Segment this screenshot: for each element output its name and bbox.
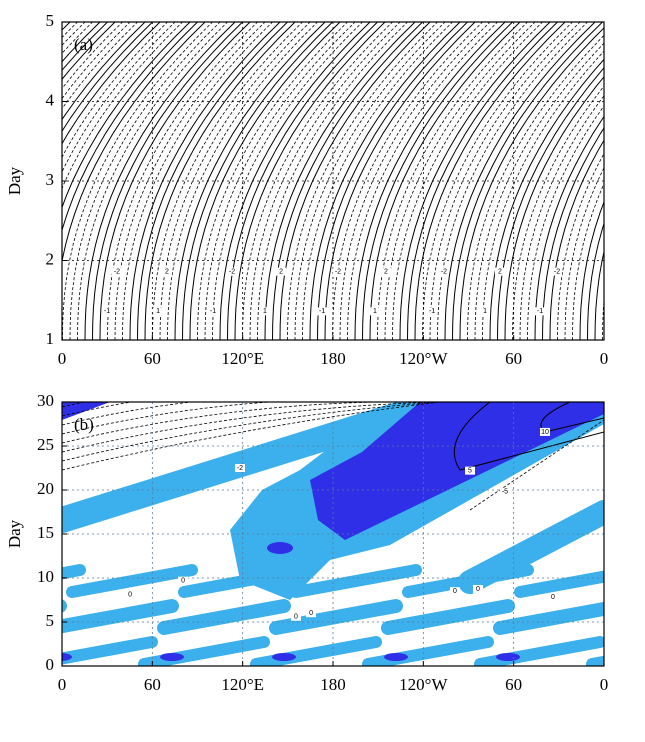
contour-label: 5 <box>468 467 472 474</box>
contour-label: 1 <box>483 308 487 315</box>
contour-label: -2 <box>229 268 235 275</box>
panel-label: (a) <box>74 35 93 54</box>
contour-label: -2 <box>114 268 120 275</box>
y-tick-label: 10 <box>37 567 54 586</box>
contour-label: 2 <box>279 268 283 275</box>
shading <box>0 402 645 664</box>
y-tick-label: 15 <box>37 523 54 542</box>
contour-label: 0 <box>294 614 298 621</box>
x-tick-label: 180 <box>320 349 346 368</box>
shaded-core <box>160 653 184 661</box>
contour-line <box>558 22 645 340</box>
contour-label: -1 <box>104 308 110 315</box>
contour-line <box>588 22 645 340</box>
x-tick-label: 60 <box>505 675 522 694</box>
shaded-band <box>388 606 508 628</box>
x-tick-label: 120°E <box>221 349 264 368</box>
shaded-core <box>272 653 296 661</box>
contour-label: 0 <box>453 588 457 595</box>
panel-label: (b) <box>74 415 94 434</box>
y-tick-label: 0 <box>46 655 55 674</box>
contour-label: 0 <box>309 610 313 617</box>
contour-line <box>610 22 645 340</box>
y-tick-label: 3 <box>46 170 55 189</box>
contour-label: -5 <box>502 489 508 496</box>
shaded-band <box>520 570 640 592</box>
x-tick-label: 60 <box>144 349 161 368</box>
contour-label: -1 <box>429 308 435 315</box>
x-tick-label: 60 <box>505 349 522 368</box>
contour-label: 1 <box>263 308 267 315</box>
x-tick-label: 0 <box>58 675 67 694</box>
y-tick-label: 30 <box>37 391 54 410</box>
shaded-core <box>608 653 632 661</box>
contour-label: -2 <box>554 268 560 275</box>
contour-label: -2 <box>335 268 341 275</box>
shaded-band <box>144 642 264 664</box>
contour-label: -1 <box>319 308 325 315</box>
y-tick-label: 25 <box>37 435 54 454</box>
contour-label: 0 <box>476 586 480 593</box>
contour-label: 0 <box>128 592 132 599</box>
contour-label: -1 <box>537 308 543 315</box>
contour-label: 2 <box>165 268 169 275</box>
shaded-band <box>0 642 40 664</box>
contour-label: -1 <box>210 308 216 315</box>
x-tick-label: 180 <box>320 675 346 694</box>
x-tick-label: 60 <box>144 675 161 694</box>
contour-line <box>618 22 645 340</box>
shaded-band <box>480 642 600 664</box>
shaded-band <box>72 570 192 592</box>
y-tick-label: 2 <box>46 249 55 268</box>
x-tick-label: 0 <box>58 349 67 368</box>
contour-label: 0 <box>181 577 185 584</box>
contour-line <box>0 22 3 340</box>
shaded-band <box>256 642 376 664</box>
x-tick-label: 0 <box>600 675 609 694</box>
contour-label: 10 <box>541 429 549 436</box>
contour-label: 1 <box>373 308 377 315</box>
contour-label: 0 <box>551 594 555 601</box>
x-tick-label: 0 <box>600 349 609 368</box>
contour-line <box>603 22 645 340</box>
y-tick-label: 5 <box>46 11 55 30</box>
shaded-band <box>612 606 645 628</box>
y-axis-label: Day <box>5 166 24 195</box>
x-tick-label: 120°E <box>221 675 264 694</box>
shaded-core <box>496 653 520 661</box>
y-tick-label: 4 <box>46 90 55 109</box>
shaded-band <box>500 606 620 628</box>
y-axis-label: Day <box>5 519 24 548</box>
shaded-core <box>267 542 293 554</box>
y-tick-label: 20 <box>37 479 54 498</box>
shaded-band <box>52 606 172 628</box>
contour-label: -2 <box>237 465 243 472</box>
x-tick-label: 120°W <box>399 675 448 694</box>
contour-label: 2 <box>384 268 388 275</box>
shaded-core <box>384 653 408 661</box>
y-tick-label: 5 <box>46 611 55 630</box>
contour-label: -2 <box>441 268 447 275</box>
x-tick-label: 120°W <box>399 349 448 368</box>
contour-label: 1 <box>156 308 160 315</box>
contour-label: 2 <box>498 268 502 275</box>
shaded-band <box>368 642 488 664</box>
shaded-band <box>164 606 284 628</box>
shaded-band <box>470 512 604 582</box>
y-tick-label: 1 <box>46 329 55 348</box>
